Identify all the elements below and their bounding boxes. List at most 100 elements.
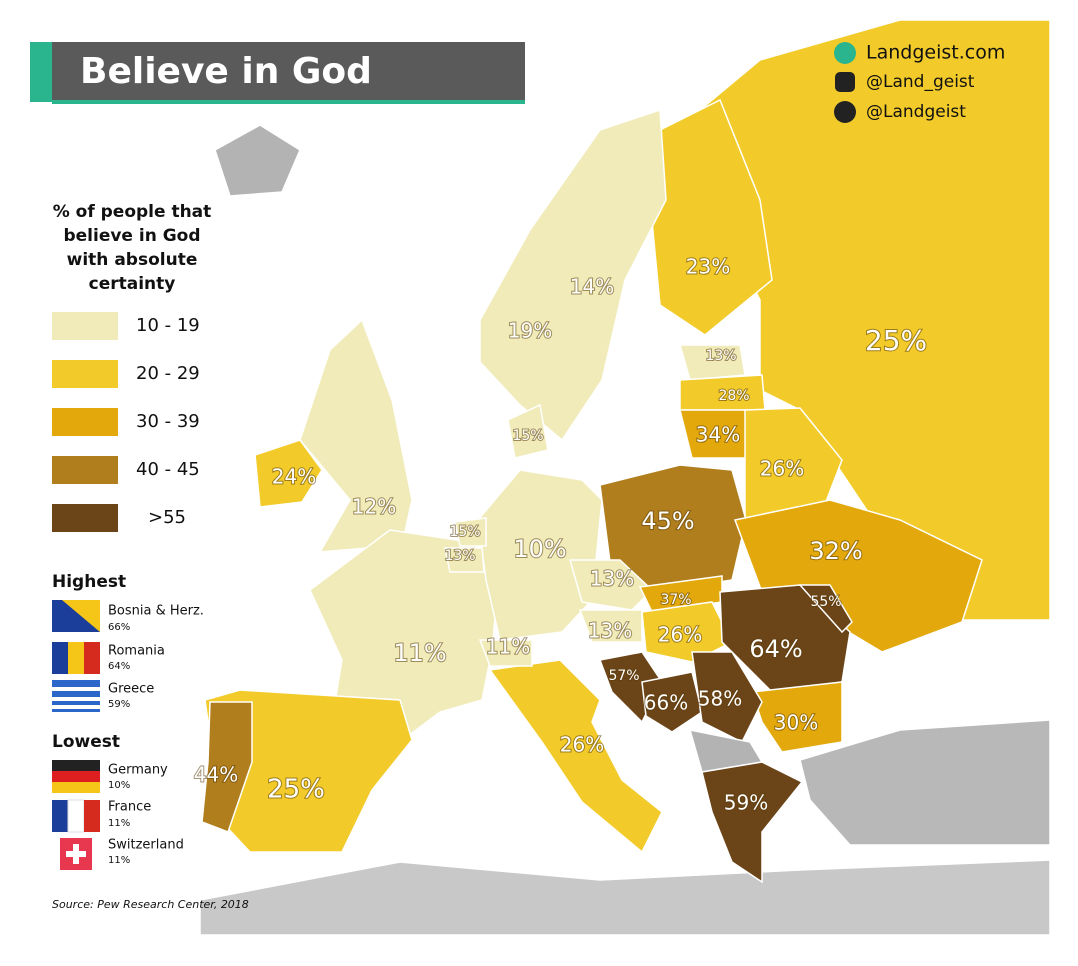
map-label: 11% — [486, 635, 530, 659]
flag-germany — [52, 782, 100, 793]
twitter-icon — [834, 101, 856, 123]
map-label: 26% — [560, 733, 604, 757]
uk — [299, 318, 413, 553]
map-label: 57% — [608, 668, 639, 684]
legend-swatch — [52, 360, 118, 388]
north-africa — [199, 859, 1051, 936]
map-label: 37% — [660, 592, 691, 608]
legend-label: 10 - 19 — [136, 315, 200, 336]
portugal — [201, 701, 253, 833]
map-label: 15% — [449, 524, 480, 540]
map — [199, 19, 1051, 936]
entry-value: 64% — [108, 661, 130, 672]
legend-title: certainty — [89, 274, 176, 294]
flag-greece-stripe — [52, 697, 100, 701]
serbia — [691, 651, 763, 744]
map-label: 55% — [810, 594, 841, 610]
scandinavia — [479, 108, 667, 442]
title: Believe in God — [80, 51, 372, 92]
source: Source: Pew Research Center, 2018 — [52, 898, 249, 911]
turkey — [799, 719, 1051, 846]
flag-france — [67, 799, 85, 833]
entry-name: Bosnia & Herz. — [108, 604, 204, 619]
web-icon — [834, 42, 856, 64]
map-label: 23% — [686, 255, 730, 279]
map-label: 13% — [588, 619, 632, 643]
flag-romania — [84, 642, 100, 674]
estonia — [679, 344, 746, 381]
legend-items: 10 - 19 20 - 29 30 - 39 40 - 45 >55 — [52, 312, 200, 532]
instagram-icon — [835, 72, 855, 92]
netherlands — [454, 517, 487, 547]
highest: Highest Bosnia & Herz. 66% Romania 64% G… — [52, 572, 204, 712]
legend-title: % of people that — [53, 202, 212, 222]
social-text: Landgeist.com — [866, 42, 1005, 64]
map-label: 66% — [644, 691, 688, 715]
flag-germany — [52, 760, 100, 771]
map-label: 12% — [352, 495, 396, 519]
czechia — [569, 559, 654, 611]
ireland — [254, 439, 323, 508]
map-label: 30% — [774, 711, 818, 735]
social-text: @Landgeist — [866, 102, 966, 122]
title-banner — [30, 42, 525, 102]
social: Landgeist.com @Land_geist @Landgeist — [834, 42, 1005, 123]
denmark — [507, 403, 549, 459]
map-label: 25% — [267, 775, 325, 805]
entry-name: France — [108, 800, 151, 815]
flag-romania — [52, 642, 68, 674]
entry-value: 59% — [108, 699, 130, 710]
map-label: 26% — [658, 623, 702, 647]
moldova — [798, 584, 853, 634]
entry-name: Germany — [108, 763, 168, 778]
entry-value: 11% — [108, 818, 130, 829]
legend-title: with absolute — [67, 250, 198, 270]
flag-greece-stripe — [52, 687, 100, 691]
map-label: 10% — [513, 535, 566, 563]
flag-france — [52, 800, 68, 832]
map-label: 58% — [698, 687, 742, 711]
highest-title: Highest — [52, 572, 126, 592]
entry-name: Switzerland — [108, 838, 184, 853]
map-label: 59% — [724, 791, 768, 815]
legend-swatch — [52, 504, 118, 532]
map-label: 64% — [749, 635, 802, 663]
flag-france — [84, 800, 100, 832]
switzerland — [478, 639, 533, 667]
flag-germany — [52, 771, 100, 782]
entry-name: Greece — [108, 682, 154, 697]
map-label: 15% — [512, 428, 543, 444]
legend-swatch — [52, 312, 118, 340]
map-labels: 23% 14% 19% 25% 13% 28% 15% 34% 24% 26% … — [193, 254, 928, 816]
map-label: 11% — [393, 639, 446, 667]
belgium — [444, 547, 485, 573]
austria — [578, 609, 643, 643]
spain — [204, 689, 413, 853]
legend-label: 40 - 45 — [136, 459, 200, 480]
map-label: 19% — [508, 319, 552, 343]
iceland — [214, 124, 301, 197]
entry-name: Romania — [108, 644, 165, 659]
bulgaria — [750, 681, 843, 753]
title-accent — [30, 42, 52, 102]
map-label: 34% — [696, 423, 740, 447]
map-label: 25% — [865, 324, 927, 357]
lowest: Lowest Germany 10% France 11% Switzerlan… — [52, 732, 184, 870]
entry-value: 66% — [108, 622, 130, 633]
legend-swatch — [52, 408, 118, 436]
greece — [701, 761, 804, 884]
map-label: 14% — [570, 275, 614, 299]
legend-label: 20 - 29 — [136, 363, 200, 384]
lowest-title: Lowest — [52, 732, 120, 752]
italy — [488, 659, 663, 854]
flag-romania — [68, 642, 84, 674]
legend: % of people that believe in God with abs… — [53, 202, 212, 294]
entry-value: 10% — [108, 780, 130, 791]
map-label: 26% — [760, 457, 804, 481]
legend-swatch — [52, 456, 118, 484]
legend-label: >55 — [148, 507, 186, 528]
title-underline — [52, 100, 525, 104]
map-label: 32% — [809, 537, 862, 565]
flag-greece-stripe — [52, 705, 100, 709]
